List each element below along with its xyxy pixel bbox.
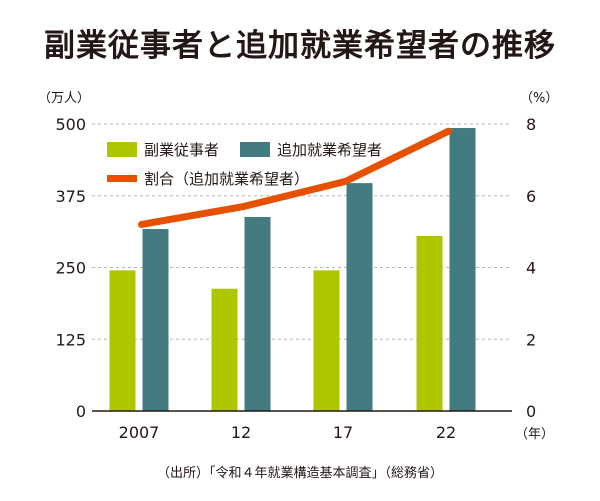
right-tick-label: 8 (526, 115, 536, 134)
legend-swatch-ratio (107, 175, 137, 182)
right-tick-label: 0 (526, 402, 536, 421)
ratio-line (138, 127, 452, 228)
legend-swatch-additional-job (240, 142, 270, 157)
left-tick-label: 375 (55, 187, 86, 206)
left-tick-label: 125 (55, 330, 86, 349)
bar-additional-job (346, 183, 373, 411)
axes: 0 125 250 375 500 0 2 4 6 8 （万人） （%） 2007 12 17 22 （年） (38, 91, 558, 442)
left-tick-label: 500 (55, 115, 86, 134)
legend-label-ratio: 割合（追加就業希望者） (144, 170, 309, 188)
bar-additional-job (449, 128, 476, 411)
bars (109, 128, 476, 411)
x-tick-label: 17 (333, 423, 353, 442)
source-note: （出所）「令和４年就業構造基本調査」（総務省） (156, 466, 443, 481)
right-tick-label: 6 (526, 187, 536, 206)
right-tick-label: 2 (526, 330, 536, 349)
legend-label-additional-job: 追加就業希望者 (277, 141, 382, 159)
left-tick-label: 0 (76, 402, 86, 421)
x-tick-label: 12 (231, 423, 251, 442)
bar-side-job (211, 288, 238, 411)
x-axis-unit: （年） (515, 427, 554, 442)
bar-side-job (416, 235, 443, 411)
right-tick-label: 4 (526, 259, 536, 278)
x-tick-label: 22 (436, 423, 456, 442)
legend-swatch-side-job (107, 142, 137, 157)
bar-side-job (313, 270, 340, 411)
left-axis-unit: （万人） (38, 91, 90, 106)
bar-side-job (109, 270, 136, 411)
legend-label-side-job: 副業従事者 (144, 141, 219, 159)
ratio-line-group (138, 127, 452, 228)
bar-additional-job (142, 229, 169, 411)
chart-title: 副業従事者と追加就業希望者の推移 (44, 28, 556, 64)
left-tick-label: 250 (55, 259, 86, 278)
bar-additional-job (244, 216, 271, 411)
x-tick-label: 2007 (119, 423, 160, 442)
right-axis-unit: （%） (520, 91, 558, 106)
